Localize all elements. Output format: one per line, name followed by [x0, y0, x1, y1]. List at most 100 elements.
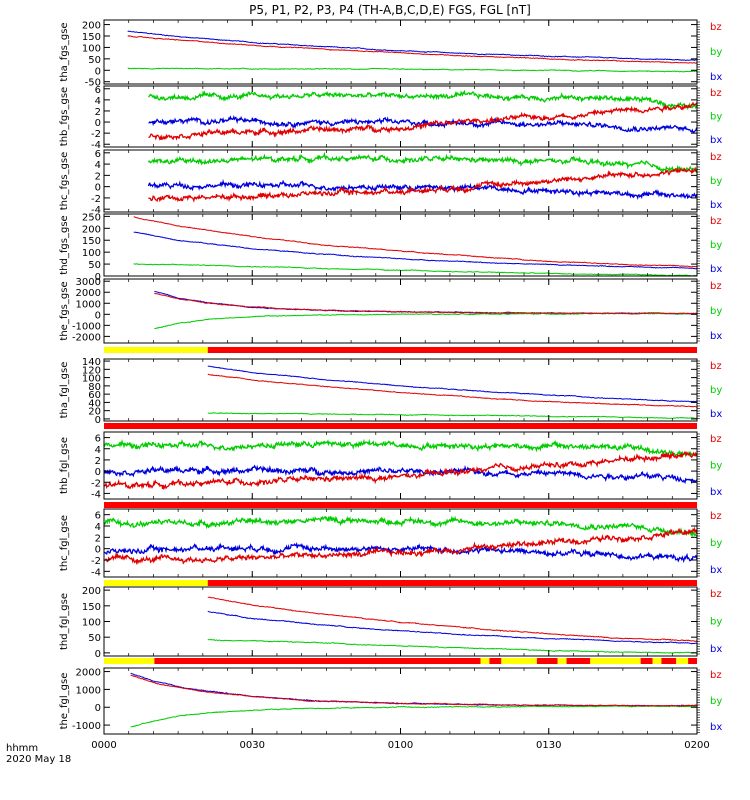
x-tick-label: 0100 [388, 740, 413, 751]
legend-by: by [710, 538, 722, 549]
y-tick-label: -2 [91, 556, 101, 567]
y-tick-label: 150 [82, 236, 101, 247]
legend-bz: bz [710, 511, 722, 522]
legend-bz: bz [710, 589, 722, 600]
series-line-bx [130, 672, 697, 707]
y-tick-label: 4 [95, 445, 101, 456]
panel-frame [103, 667, 698, 735]
y-axis-label: thc_fgl_gse [59, 515, 70, 571]
x-tick-label: 0130 [536, 740, 561, 751]
mode-bar-segment [154, 658, 481, 664]
series-line-bx [148, 114, 697, 134]
series-line-bz [154, 292, 697, 315]
y-tick-label: 6 [95, 85, 101, 96]
y-tick-label: 0 [95, 703, 101, 714]
y-tick-label: 200 [82, 586, 101, 597]
y-tick-label: -4 [91, 567, 101, 578]
y-tick-label: -1000 [72, 321, 101, 332]
mode-bar-segment [104, 423, 697, 429]
mode-bar [104, 658, 697, 664]
plot-title: P5, P1, P2, P3, P4 (TH-A,B,C,D,E) FGS, F… [249, 3, 531, 17]
legend-by: by [710, 176, 722, 187]
x-tick-label: 0030 [240, 740, 265, 751]
legend-bx: bx [710, 722, 722, 733]
y-tick-label: 200 [82, 21, 101, 32]
series-line-by [104, 515, 697, 538]
series-line-by [147, 89, 697, 111]
y-axis-label: thd_fgs_gse [59, 215, 70, 274]
y-axis-label: thb_fgs_gse [59, 87, 70, 146]
y-tick-label: -50 [85, 78, 101, 89]
mode-bar-segment [652, 658, 662, 664]
mode-bar-segment [207, 347, 697, 353]
series-line-by [130, 705, 697, 728]
y-tick-label: 120 [82, 365, 101, 376]
series-line-bx [207, 365, 697, 403]
y-tick-label: 20 [88, 407, 101, 418]
y-tick-label: 0 [95, 118, 101, 129]
series-line-bx [133, 231, 697, 270]
y-tick-label: 100 [82, 618, 101, 629]
legend-by: by [710, 461, 722, 472]
y-tick-label: 2 [95, 107, 101, 118]
series-line-bx [104, 464, 697, 485]
y-tick-label: 0 [95, 272, 101, 283]
series-line-bz [148, 101, 697, 141]
series-line-bz [148, 167, 697, 203]
mode-bar-segment [207, 580, 697, 586]
y-tick-label: 6 [95, 149, 101, 160]
y-tick-label: 0 [95, 183, 101, 194]
mode-bar [104, 502, 697, 508]
y-tick-label: 2000 [76, 288, 101, 299]
y-tick-label: 150 [82, 32, 101, 43]
legend-bz: bz [710, 361, 722, 372]
series-line-by [133, 263, 697, 276]
legend-by: by [710, 696, 722, 707]
y-tick-label: -1000 [72, 721, 101, 732]
y-tick-label: -4 [91, 489, 101, 500]
y-tick-label: 0 [95, 649, 101, 660]
mode-bar-segment [104, 347, 208, 353]
panel-thd_fgl_gse: 200 150 100 50 0 thd_fgl_gse bz by bx [59, 586, 722, 660]
legend-by: by [710, 617, 722, 628]
y-tick-label: -2 [91, 478, 101, 489]
y-tick-label: 0 [95, 415, 101, 426]
x-tick-label: 0200 [684, 740, 709, 751]
y-tick-label: 0 [95, 66, 101, 77]
mode-bar-segment [557, 658, 567, 664]
series-line-by [127, 67, 697, 73]
panel-frame [103, 358, 698, 422]
y-axis-label: thc_fgs_gse [59, 152, 70, 211]
legend-bz: bz [710, 88, 722, 99]
mode-bar-segment [566, 658, 591, 664]
legend-bx: bx [710, 331, 722, 342]
y-tick-label: 0 [95, 467, 101, 478]
y-axis-label: tha_fgl_gse [59, 362, 70, 419]
y-tick-label: -2 [91, 194, 101, 205]
series-line-bz [127, 35, 697, 64]
y-tick-label: 40 [88, 398, 101, 409]
footer-date-label: 2020 May 18 [6, 754, 71, 765]
y-tick-label: -4 [91, 140, 101, 151]
mode-bar-segment [676, 658, 689, 664]
series-line-by [104, 438, 697, 458]
y-tick-label: 50 [88, 260, 101, 271]
footer-hhmm-label: hhmm [6, 743, 38, 754]
mode-bar-segment [489, 658, 502, 664]
mode-bar-segment [104, 502, 697, 508]
legend-bx: bx [710, 72, 722, 83]
mode-bar [104, 423, 697, 429]
y-tick-label: 2 [95, 456, 101, 467]
y-tick-label: -4 [91, 205, 101, 216]
mode-bar-segment [480, 658, 490, 664]
legend-bz: bz [710, 434, 722, 445]
legend-by: by [710, 306, 722, 317]
y-tick-label: 4 [95, 160, 101, 171]
y-axis-label: thd_fgl_gse [59, 593, 70, 650]
